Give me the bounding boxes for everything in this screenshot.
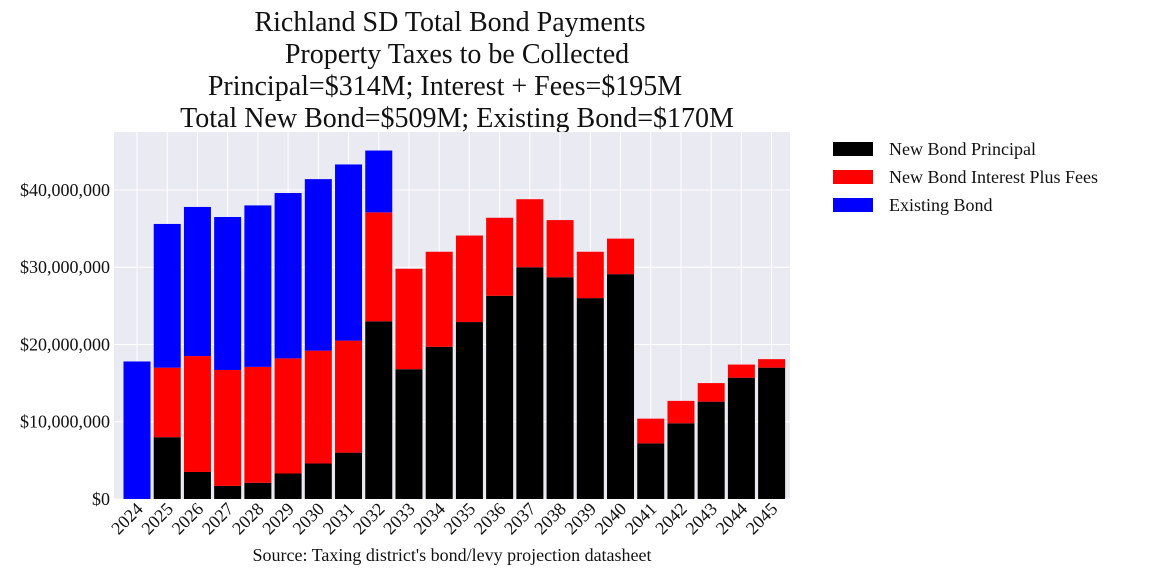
bar-new-bond-interest-plus-fees-2027	[214, 369, 242, 486]
bar-new-bond-principal-2033	[395, 369, 423, 499]
y-tick-label: $40,000,000	[20, 180, 110, 200]
legend: New Bond Principal New Bond Interest Plus…	[833, 139, 1098, 215]
bar-new-bond-interest-plus-fees-2025	[153, 367, 181, 438]
title-line-1: Richland SD Total Bond Payments	[254, 7, 645, 38]
x-axis-label: Source: Taxing district's bond/levy proj…	[252, 545, 651, 565]
bar-new-bond-principal-2034	[425, 346, 453, 499]
legend-label: New Bond Interest Plus Fees	[889, 167, 1098, 187]
bar-existing-bond-2027	[214, 216, 242, 370]
legend-swatch	[833, 198, 873, 212]
bar-new-bond-interest-plus-fees-2030	[304, 350, 332, 464]
bar-new-bond-interest-plus-fees-2032	[365, 212, 393, 322]
bar-new-bond-interest-plus-fees-2034	[425, 251, 453, 347]
bars	[123, 150, 786, 499]
bar-existing-bond-2030	[304, 179, 332, 351]
bar-new-bond-interest-plus-fees-2031	[335, 340, 363, 453]
legend-label: New Bond Principal	[889, 139, 1036, 159]
bar-new-bond-interest-plus-fees-2044	[727, 364, 755, 378]
bar-new-bond-principal-2032	[365, 321, 393, 499]
bar-new-bond-principal-2031	[335, 452, 363, 499]
bar-existing-bond-2029	[274, 193, 302, 359]
bar-existing-bond-2025	[153, 223, 181, 368]
bar-new-bond-principal-2044	[727, 377, 755, 499]
y-tick-label: $30,000,000	[20, 257, 110, 277]
bar-new-bond-principal-2028	[244, 482, 272, 499]
bar-new-bond-interest-plus-fees-2043	[697, 383, 725, 402]
bar-new-bond-interest-plus-fees-2035	[455, 235, 483, 323]
bar-new-bond-principal-2040	[607, 274, 635, 499]
chart-title: Richland SD Total Bond Payments Property…	[180, 7, 734, 134]
bar-existing-bond-2031	[335, 164, 363, 341]
bar-new-bond-principal-2045	[758, 367, 786, 499]
bar-new-bond-interest-plus-fees-2028	[244, 366, 272, 483]
bar-existing-bond-2032	[365, 150, 393, 213]
bar-existing-bond-2028	[244, 205, 272, 367]
bar-existing-bond-2024	[123, 361, 151, 499]
bar-new-bond-principal-2041	[637, 443, 665, 499]
title-line-3: Principal=$314M; Interest + Fees=$195M	[208, 71, 682, 102]
bar-existing-bond-2026	[183, 206, 211, 357]
bar-new-bond-principal-2036	[486, 295, 514, 499]
title-line-2: Property Taxes to be Collected	[285, 39, 629, 70]
bar-new-bond-principal-2038	[546, 277, 574, 499]
legend-swatch	[833, 170, 873, 184]
bar-new-bond-interest-plus-fees-2026	[183, 356, 211, 472]
title-line-4: Total New Bond=$509M; Existing Bond=$170…	[180, 103, 734, 134]
bar-new-bond-principal-2042	[667, 423, 695, 499]
bar-new-bond-principal-2027	[214, 485, 242, 499]
y-axis-tick-labels: $0 $10,000,000 $20,000,000 $30,000,000 $40,0…	[20, 180, 110, 509]
bar-new-bond-interest-plus-fees-2033	[395, 268, 423, 370]
bar-new-bond-principal-2026	[183, 471, 211, 499]
bar-new-bond-interest-plus-fees-2045	[758, 359, 786, 368]
legend-swatch	[833, 142, 873, 156]
bar-new-bond-interest-plus-fees-2036	[486, 217, 514, 296]
bar-new-bond-interest-plus-fees-2041	[637, 418, 665, 444]
bar-new-bond-interest-plus-fees-2029	[274, 358, 302, 474]
y-tick-label: $10,000,000	[20, 412, 110, 432]
y-tick-label: $20,000,000	[20, 334, 110, 354]
bar-new-bond-principal-2029	[274, 473, 302, 499]
bar-new-bond-principal-2030	[304, 463, 332, 499]
bar-new-bond-principal-2037	[516, 267, 544, 499]
bar-new-bond-interest-plus-fees-2037	[516, 199, 544, 268]
bar-new-bond-principal-2043	[697, 401, 725, 499]
bar-new-bond-principal-2035	[455, 322, 483, 499]
legend-label: Existing Bond	[889, 195, 993, 215]
bar-new-bond-interest-plus-fees-2042	[667, 400, 695, 424]
bar-new-bond-interest-plus-fees-2039	[576, 251, 604, 299]
bar-new-bond-interest-plus-fees-2040	[607, 238, 635, 275]
bar-new-bond-principal-2039	[576, 298, 604, 499]
bar-new-bond-interest-plus-fees-2038	[546, 220, 574, 278]
y-tick-label: $0	[92, 489, 110, 509]
bar-new-bond-principal-2025	[153, 437, 181, 499]
